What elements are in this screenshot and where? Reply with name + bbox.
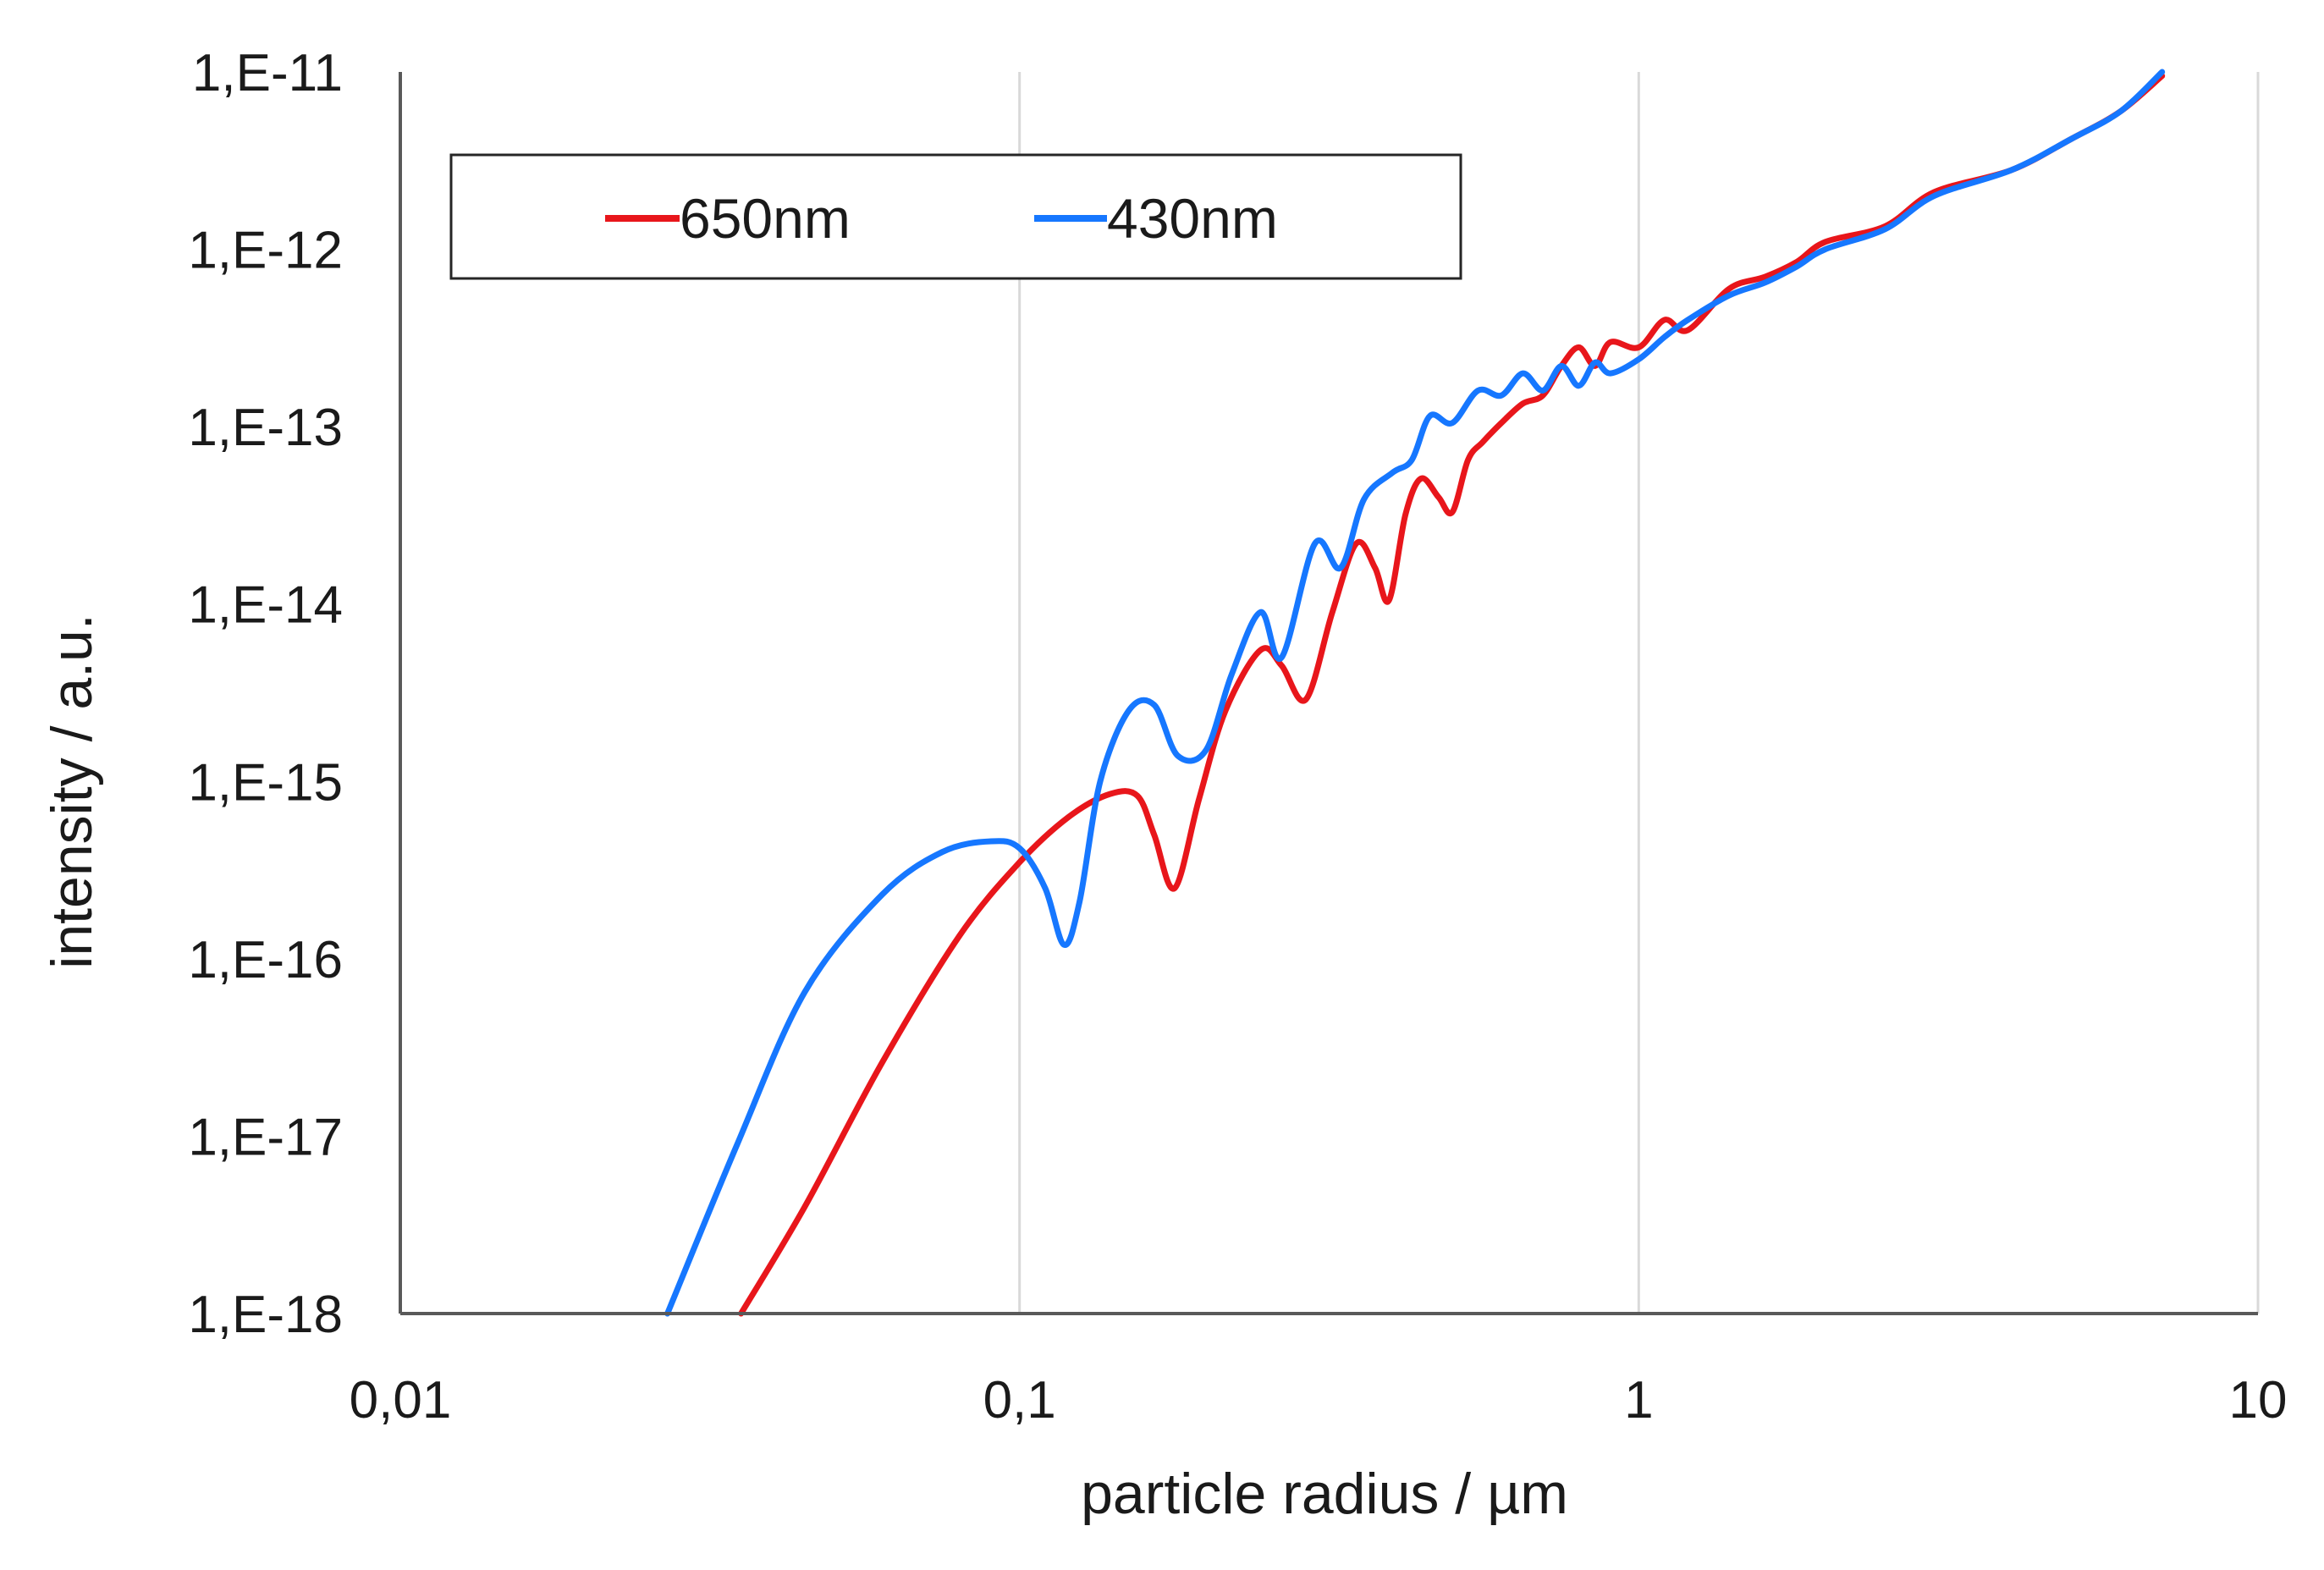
x-tick-label: 0,1 <box>983 1371 1056 1430</box>
y-tick-label: 1,E-12 <box>188 222 343 280</box>
legend: 650nm 430nm <box>449 153 1462 280</box>
series-layer <box>664 69 2166 1317</box>
y-tick-label: 1,E-15 <box>188 753 343 812</box>
y-tick-label: 1,E-16 <box>188 931 343 989</box>
x-tick-label: 1 <box>1624 1371 1653 1430</box>
y-tick-label: 1,E-17 <box>188 1108 343 1166</box>
y-tick-labels: 1,E-11 1,E-12 1,E-13 1,E-14 1,E-15 1,E-16 1,E-… <box>188 44 343 1344</box>
x-tick-label: 0,01 <box>350 1371 452 1430</box>
series-line-430nm <box>664 69 2166 1317</box>
y-tick-label: 1,E-13 <box>188 399 343 457</box>
x-axis-title: particle radius / µm <box>1081 1462 1568 1526</box>
axes <box>399 72 2258 1315</box>
legend-label-650nm: 650nm <box>680 187 851 250</box>
series-line-650nm <box>738 73 2166 1317</box>
x-tick-label: 10 <box>2229 1371 2288 1430</box>
y-tick-label: 1,E-18 <box>188 1286 343 1344</box>
x-tick-labels: 0,01 0,1 1 10 <box>350 1371 2288 1430</box>
legend-box <box>449 153 1462 280</box>
y-tick-label: 1,E-14 <box>188 576 343 635</box>
y-tick-label: 1,E-11 <box>192 44 343 102</box>
y-axis-title: intensity / a.u. <box>40 614 104 969</box>
legend-label-430nm: 430nm <box>1107 187 1278 250</box>
